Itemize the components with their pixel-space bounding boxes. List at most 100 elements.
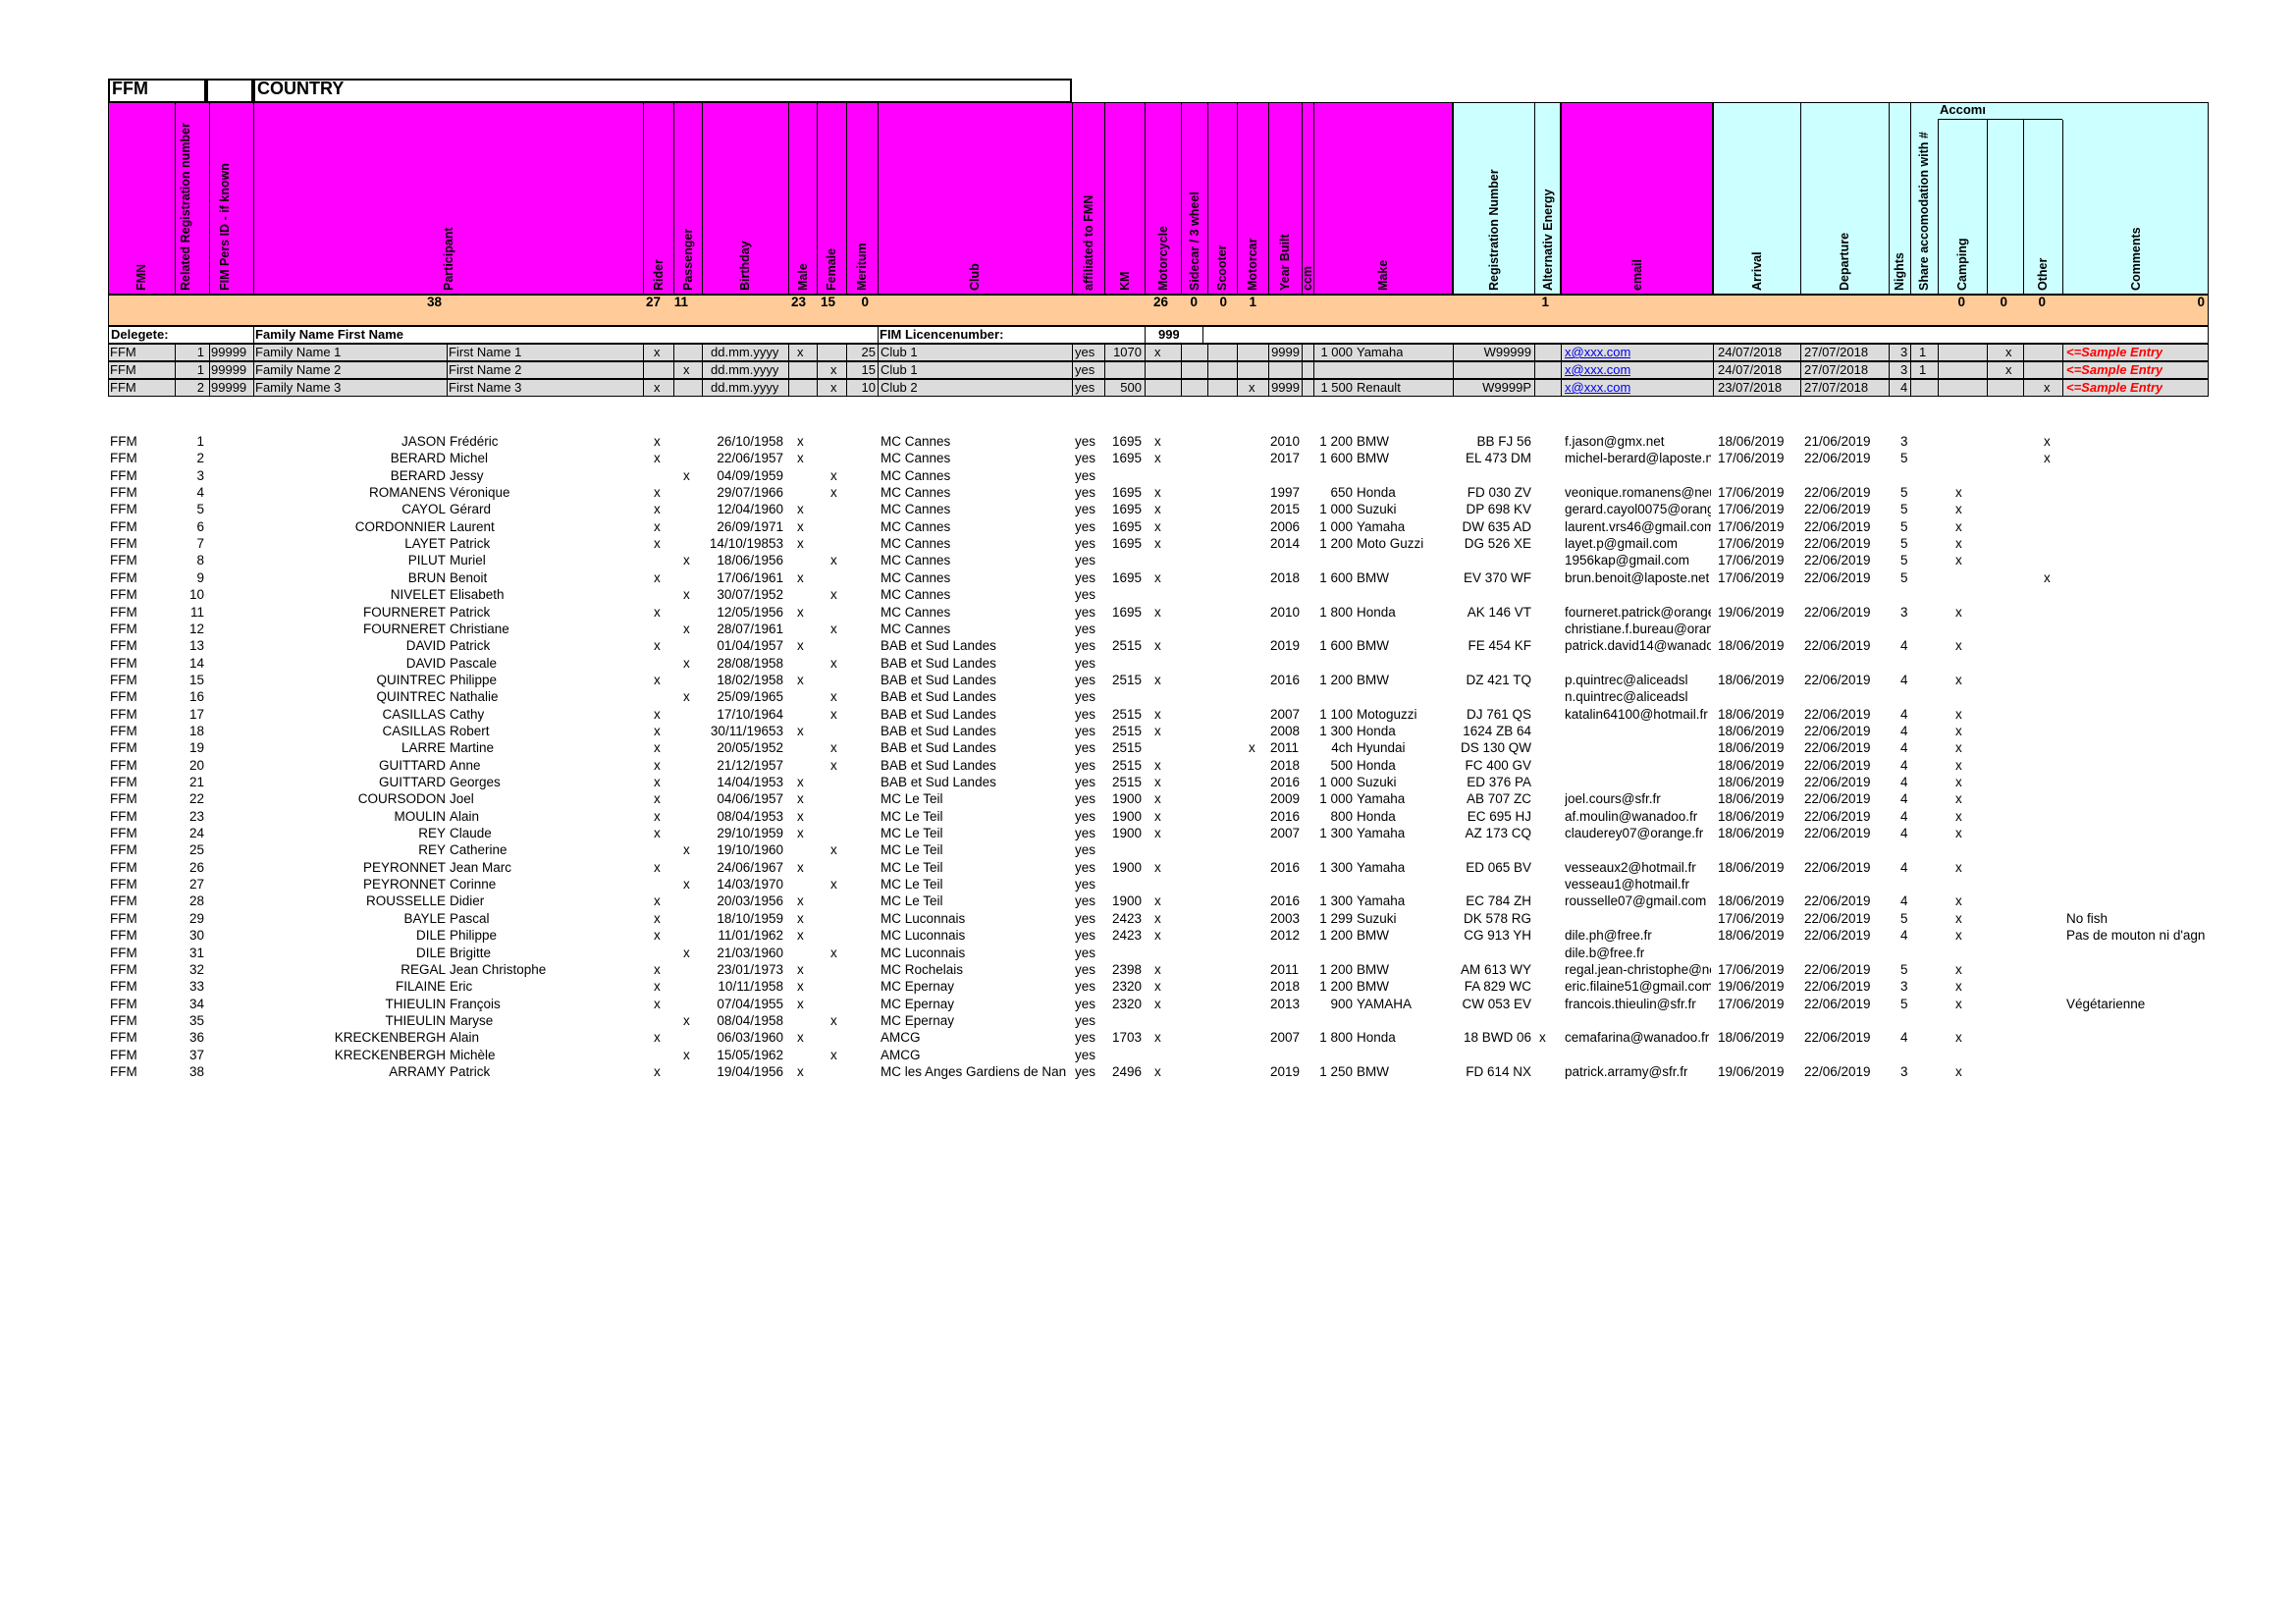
cell-text: 18/06/2019 (1718, 740, 1785, 756)
cell-text: Motoguzzi (1357, 706, 1417, 722)
cell-text: x (654, 961, 661, 977)
cell-text: MC Cannes (881, 451, 951, 466)
cell-text: 2515 (1111, 723, 1142, 738)
total-alt_energy: 1 (1541, 295, 1549, 309)
accommodation-divider (1938, 119, 2062, 120)
cell-text: 1070 (1113, 345, 1142, 359)
cell-text: BB FJ 56 (1476, 434, 1531, 449)
cell-text: 25 (188, 842, 204, 858)
cell-text: fourneret.patrick@orange (1565, 604, 1711, 620)
cell-text: FFM (110, 1047, 137, 1062)
total-passenger: 11 (673, 295, 688, 309)
cell-text: yes (1075, 842, 1096, 858)
cell-text: 38 (188, 1063, 204, 1079)
cell-text: FFM (110, 1030, 137, 1046)
cell-text: x (683, 655, 690, 671)
cell-text: x (654, 536, 661, 552)
sample-cell-divider (1938, 344, 1939, 361)
cell-text: 4 (1900, 859, 1908, 875)
cell-text: x (683, 842, 690, 858)
sample-cell-divider (1910, 361, 1911, 379)
cell-text: 2016 (1270, 893, 1300, 909)
total-meritum: 0 (861, 295, 869, 309)
sample-cell-divider (175, 361, 176, 379)
cell-text: x (830, 485, 837, 501)
sample-cell-divider (1889, 379, 1890, 397)
header-band-magenta-email (1561, 102, 1713, 295)
cell-text: 22/06/2019 (1804, 485, 1871, 501)
cell-text: yes (1075, 791, 1096, 807)
cell-text: BMW (1357, 569, 1389, 585)
cell-text: x (830, 877, 837, 893)
cell-text: x (654, 1030, 661, 1046)
cell-text: FILAINE (395, 979, 446, 995)
cell-text: 22/06/2019 (1804, 1063, 1871, 1079)
cell-text: 24/07/2018 (1718, 345, 1783, 359)
header-column-divider (1302, 102, 1303, 295)
delegate-label: Delegete: (111, 327, 169, 342)
cell-text: x (683, 621, 690, 636)
cell-text: x (683, 467, 690, 483)
cell-text: x (830, 945, 837, 960)
cell-text: x (654, 723, 661, 738)
cell-text: 2007 (1270, 1030, 1300, 1046)
sample-email-link[interactable]: x@xxx.com (1565, 380, 1631, 395)
cell-text: 1 300 (1319, 893, 1353, 909)
cell-text: x (797, 791, 804, 807)
cell-text: 1 299 (1319, 910, 1353, 926)
cell-text: COURSODON (357, 791, 446, 807)
cell-text: katalin64100@hotmail.fr (1565, 706, 1708, 722)
cell-text: FFM (110, 621, 137, 636)
cell-text: 1 000 (1319, 791, 1353, 807)
cell-text: yes (1075, 536, 1096, 552)
sample-email-link[interactable]: x@xxx.com (1565, 345, 1631, 359)
cell-text: FFM (110, 604, 137, 620)
cell-text: x (1955, 485, 1962, 501)
cell-text: 18 BWD 06 (1463, 1030, 1531, 1046)
sample-cell-divider (1938, 361, 1939, 379)
cell-text: x (1955, 518, 1962, 534)
cell-text: EC 784 ZH (1466, 893, 1531, 909)
column-header-24: Departure (1838, 232, 1851, 291)
cell-text: 19/04/1956 (717, 1063, 783, 1079)
cell-text: FOURNERET (363, 604, 446, 620)
cell-text: 30/11/19653 (710, 723, 783, 738)
cell-text: 1 (1919, 362, 1927, 377)
cell-text: GUITTARD (379, 775, 446, 789)
cell-text: FFM (110, 893, 137, 909)
cell-text: 26/09/1971 (717, 518, 783, 534)
sample-email-link[interactable]: x@xxx.com (1565, 362, 1631, 377)
cell-text: yes (1075, 775, 1096, 789)
sample-cell-divider (253, 361, 254, 379)
sample-cell-divider (209, 379, 210, 397)
cell-text: MC Le Teil (881, 826, 943, 841)
sample-cell-divider (1237, 379, 1238, 397)
cell-text: 4 (1900, 740, 1908, 756)
cell-text: 1 200 (1319, 928, 1353, 944)
cell-text: Renault (1357, 380, 1401, 395)
accommodation-label: Accommodation (1940, 102, 1985, 117)
cell-text: dd.mm.yyyy (711, 362, 779, 377)
cell-text: 18/06/2019 (1718, 826, 1785, 841)
cell-text: 1624 ZB 64 (1463, 723, 1531, 738)
cell-text: x (2044, 451, 2051, 466)
cell-text: MC Cannes (881, 502, 951, 517)
cell-text: FOURNERET (363, 621, 446, 636)
cell-text: CG 913 YH (1464, 928, 1531, 944)
cell-text: x (797, 672, 804, 687)
cell-text: MC Le Teil (881, 791, 943, 807)
sample-entry-note: <=Sample Entry (2066, 345, 2163, 359)
cell-text: Club 1 (881, 345, 918, 359)
cell-text: dd.mm.yyyy (711, 345, 779, 359)
cell-text: 3 (1900, 434, 1908, 449)
cell-text: Yamaha (1357, 826, 1406, 841)
cell-text: x (1955, 928, 1962, 944)
cell-text: FFM (110, 434, 137, 449)
cell-text: Yamaha (1357, 518, 1406, 534)
cell-text: yes (1075, 672, 1096, 687)
cell-text: x (797, 808, 804, 824)
cell-text: x (1154, 485, 1161, 501)
cell-text: JASON (400, 434, 446, 449)
cell-text: 2008 (1270, 723, 1300, 738)
cell-text: Honda (1357, 808, 1396, 824)
